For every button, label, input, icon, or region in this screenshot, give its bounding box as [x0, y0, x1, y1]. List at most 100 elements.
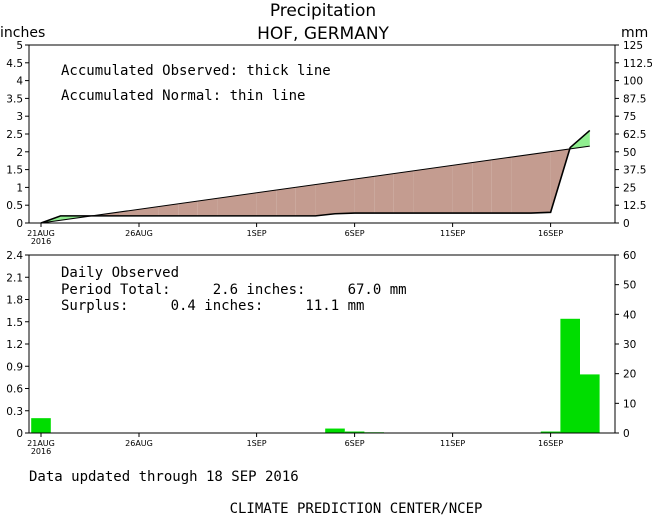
chart-subtitle: HOF, GERMANY — [257, 24, 389, 44]
deficit-area-segment — [217, 195, 237, 216]
deficit-area-segment — [158, 203, 179, 216]
daily-right-tick-label: 50 — [623, 280, 636, 292]
accumulated-x-tick-label: 21AUG — [27, 229, 55, 238]
accumulated-right-tick-label: 87.5 — [623, 93, 646, 105]
daily-observed-heading: Daily Observed — [61, 265, 179, 281]
deficit-area-segment — [413, 168, 433, 214]
accumulated-x-tick-label: 11SEP — [440, 229, 465, 238]
accumulated-left-tick-label: 4 — [16, 76, 23, 88]
accumulated-area-layer — [41, 130, 590, 223]
accumulated-right-tick-label: 125 — [623, 40, 643, 52]
accumulated-right-axis: 0 12.5 25 37.5 50 62.5 75 87.5 100 112.5 125 — [615, 40, 652, 230]
deficit-area-segment — [119, 209, 139, 216]
daily-precip-bar — [540, 431, 561, 433]
deficit-area-segment — [374, 173, 394, 214]
surplus-line: Surplus: 0.4 inches: 11.1 mm — [61, 298, 364, 314]
deficit-area-segment — [256, 190, 277, 216]
accumulated-panel: 0 0.5 1 1.5 2 2.5 3 3.5 4 4.5 5 0 12.5 25 37.5 50 62.5 7… — [6, 40, 652, 246]
daily-precip-bar — [325, 428, 345, 433]
accumulated-x-tick-label: 16SEP — [538, 229, 563, 238]
accumulated-right-tick-label: 112.5 — [623, 58, 652, 70]
accumulated-right-tick-label: 75 — [623, 111, 636, 123]
daily-precip-bar — [344, 431, 365, 433]
accumulated-x-tick-label: 1SEP — [247, 229, 267, 238]
accumulated-line-layer — [40, 129, 591, 224]
daily-right-tick-label: 30 — [623, 339, 636, 351]
data-updated-note: Data updated through 18 SEP 2016 — [29, 469, 299, 485]
accumulated-left-tick-label: 1.5 — [6, 165, 23, 177]
daily-right-tick-label: 40 — [623, 309, 636, 321]
accumulated-left-tick-label: 4.5 — [6, 58, 23, 70]
credit-line: CLIMATE PREDICTION CENTER/NCEP — [230, 501, 483, 517]
accumulated-left-axis: 0 0.5 1 1.5 2 2.5 3 3.5 4 4.5 5 — [6, 40, 29, 230]
accumulated-right-tick-label: 12.5 — [623, 200, 646, 212]
deficit-area-segment — [335, 179, 355, 214]
deficit-area-segment — [491, 157, 512, 214]
daily-x-tick-label: 11SEP — [440, 439, 465, 448]
accumulated-right-tick-label: 100 — [623, 76, 643, 88]
normal-line-note: Accumulated Normal: thin line — [61, 88, 305, 104]
daily-panel: 00.30.60.91.21.51.82.12.4 0102030405060 … — [6, 250, 636, 456]
accumulated-left-tick-label: 0 — [16, 218, 23, 230]
deficit-area-segment — [178, 201, 198, 216]
deficit-area-segment — [237, 192, 257, 216]
accumulated-normal-line — [40, 145, 590, 224]
accumulated-left-tick-label: 1 — [16, 182, 23, 194]
daily-right-axis: 0 10 20 30 40 50 60 — [615, 250, 636, 440]
daily-right-tick-label: 60 — [623, 250, 636, 262]
deficit-area-segment — [433, 165, 453, 214]
deficit-area-segment — [295, 184, 316, 216]
daily-left-tick-label: 0.6 — [6, 384, 23, 396]
deficit-area-segment — [197, 198, 218, 216]
accumulated-left-tick-label: 3 — [16, 111, 23, 123]
daily-left-tick-label: 0.9 — [6, 361, 23, 373]
accumulated-left-tick-label: 2.5 — [6, 129, 23, 141]
daily-x-tick-label: 26AUG — [125, 439, 153, 448]
daily-right-tick-label: 0 — [623, 428, 630, 440]
daily-x-tick-label: 21AUG — [27, 439, 55, 448]
deficit-area-segment — [276, 187, 296, 216]
daily-left-tick-label: 0.3 — [6, 406, 23, 418]
accumulated-observed-line — [40, 129, 591, 224]
accumulated-x-tick-label: 6SEP — [345, 229, 365, 238]
chart-title: Precipitation — [270, 1, 376, 21]
daily-x-year-label: 2016 — [31, 447, 51, 456]
daily-bars-layer — [31, 318, 600, 433]
accumulated-right-tick-label: 62.5 — [623, 129, 646, 141]
deficit-area-segment — [472, 159, 492, 214]
daily-left-tick-label: 0 — [16, 428, 23, 440]
deficit-area-segment — [511, 154, 531, 214]
daily-right-tick-label: 20 — [623, 369, 636, 381]
daily-x-tick-label: 16SEP — [538, 439, 563, 448]
deficit-area-segment — [354, 176, 375, 214]
daily-precip-bar — [560, 318, 580, 433]
accumulated-x-year-label: 2016 — [31, 237, 51, 246]
daily-left-tick-label: 2.4 — [6, 250, 23, 262]
deficit-area-segment — [531, 151, 551, 214]
accumulated-right-tick-label: 37.5 — [623, 165, 646, 177]
accumulated-left-tick-label: 0.5 — [6, 200, 23, 212]
accumulated-left-tick-label: 2 — [16, 147, 23, 159]
daily-left-tick-label: 1.5 — [6, 317, 23, 329]
accumulated-right-tick-label: 50 — [623, 147, 636, 159]
period-total-line: Period Total: 2.6 inches: 67.0 mm — [61, 282, 407, 298]
observed-line-note: Accumulated Observed: thick line — [61, 63, 331, 79]
daily-left-tick-label: 2.1 — [6, 272, 23, 284]
accumulated-x-tick-label: 26AUG — [125, 229, 153, 238]
deficit-area-segment — [452, 162, 473, 214]
daily-x-tick-label: 1SEP — [247, 439, 267, 448]
accumulated-right-tick-label: 0 — [623, 218, 630, 230]
daily-left-axis: 0 0.3 0.6 0.9 1.2 1.5 1.8 2.1 2.4 — [6, 250, 29, 440]
accumulated-left-tick-label: 3.5 — [6, 93, 23, 105]
accumulated-right-tick-label: 25 — [623, 182, 636, 194]
deficit-area-segment — [315, 181, 335, 216]
accumulated-left-tick-label: 5 — [16, 40, 23, 52]
daily-left-tick-label: 1.8 — [6, 295, 23, 307]
right-unit-label: mm — [621, 25, 648, 41]
left-unit-label: inches — [0, 25, 45, 41]
daily-x-tick-label: 6SEP — [345, 439, 365, 448]
daily-right-tick-label: 10 — [623, 398, 636, 410]
